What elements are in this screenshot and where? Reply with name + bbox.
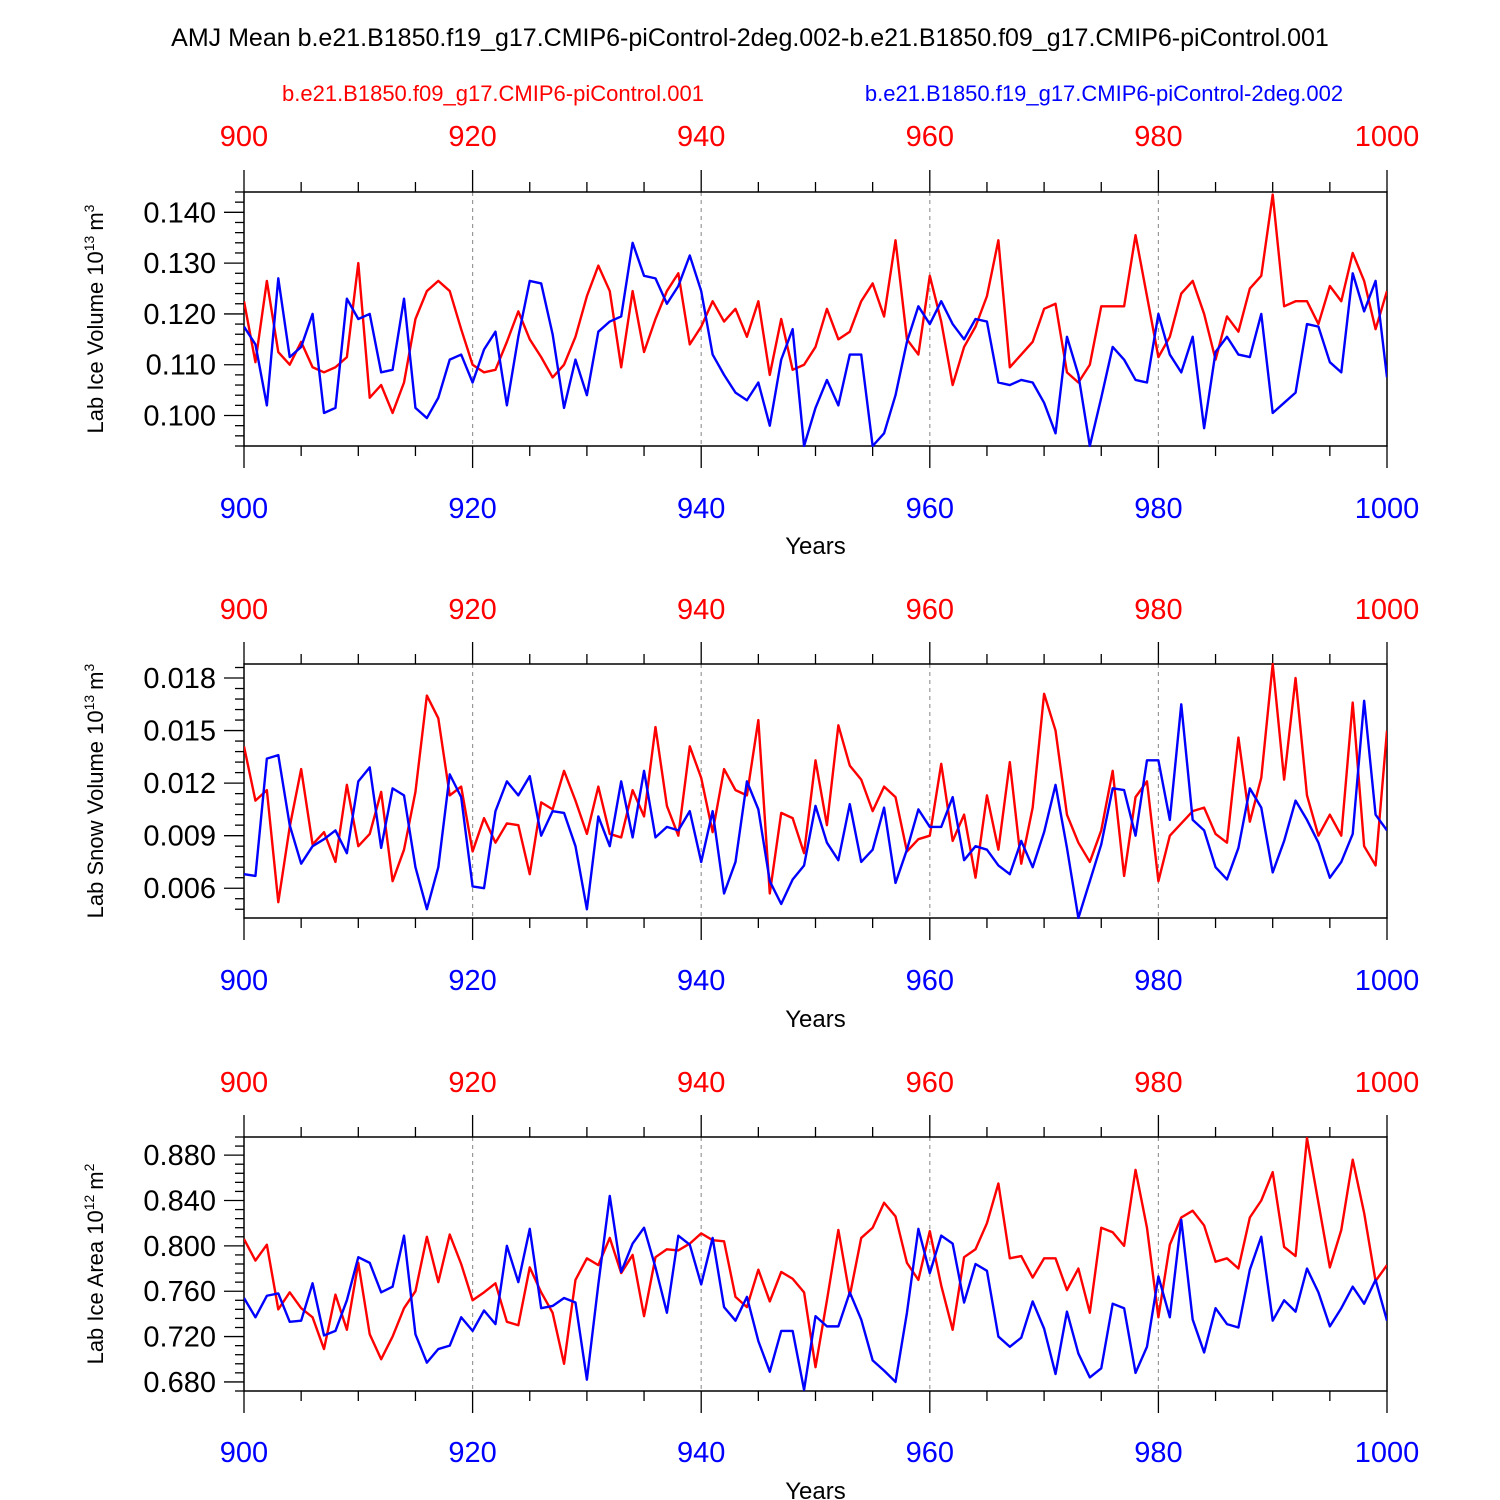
y-axis-label-part: m [83, 671, 108, 689]
y-tick-label: 0.840 [143, 1186, 216, 1218]
bottom-x-tick-label: 980 [1134, 1437, 1182, 1469]
panel-ice-area: 900 900 920 920 940 940 960 960 980 980 1000 1000 0.… [81, 1067, 1419, 1500]
top-x-tick-label: 960 [906, 121, 954, 153]
series-line-f09 [244, 193, 1387, 415]
y-axis-label-superscript: 12 [81, 1195, 97, 1211]
bottom-x-tick-label: 900 [220, 965, 268, 997]
x-axis-label: Years [785, 1478, 846, 1500]
y-axis-label-part: m [83, 1171, 108, 1189]
y-tick-label: 0.130 [143, 248, 216, 280]
legend-label-f09: b.e21.B1850.f09_g17.CMIP6-piControl.001 [282, 81, 704, 106]
x-axis-label: Years [785, 533, 846, 560]
series-line-f19 [244, 1194, 1387, 1392]
y-tick-label: 0.009 [143, 821, 216, 853]
figure-title: AMJ Mean b.e21.B1850.f19_g17.CMIP6-piCon… [171, 24, 1329, 52]
top-x-tick-label: 940 [677, 594, 725, 626]
top-x-tick-label: 900 [220, 121, 268, 153]
y-axis-label: Lab Snow Volume 1013 m3 [81, 663, 108, 918]
top-x-tick-label: 980 [1134, 121, 1182, 153]
bottom-x-tick-label: 960 [906, 493, 954, 525]
bottom-x-tick-label: 920 [448, 1437, 496, 1469]
legend: b.e21.B1850.f09_g17.CMIP6-piControl.001 … [282, 81, 1343, 106]
y-axis-label-part: Lab Ice Volume 10 [83, 251, 108, 433]
bottom-x-tick-label: 940 [677, 965, 725, 997]
y-tick-label: 0.110 [146, 350, 216, 382]
top-x-tick-label: 900 [220, 1067, 268, 1099]
top-x-tick-label: 920 [448, 1067, 496, 1099]
bottom-x-tick-label: 920 [448, 493, 496, 525]
series-line-f19 [244, 241, 1387, 447]
top-x-tick-label: 940 [677, 121, 725, 153]
bottom-x-tick-label: 940 [677, 1437, 725, 1469]
y-tick-label: 0.012 [143, 768, 216, 800]
bottom-x-tick-label: 1000 [1355, 1437, 1420, 1469]
y-tick-label: 0.120 [143, 299, 216, 331]
panel-snow-volume: 900 900 920 920 940 940 960 960 980 980 1000 1000 0.… [81, 594, 1419, 1033]
panel-ice-volume: 900 900 920 920 940 940 960 960 980 980 1000 1000 0.… [81, 121, 1419, 560]
series-line-f19 [244, 699, 1387, 919]
y-tick-label: 0.018 [143, 663, 216, 695]
top-x-tick-label: 900 [220, 594, 268, 626]
top-x-tick-label: 960 [906, 594, 954, 626]
y-axis-label-part: Lab Ice Area 10 [83, 1210, 108, 1364]
y-tick-label: 0.006 [143, 873, 216, 905]
top-x-tick-label: 980 [1134, 594, 1182, 626]
y-axis-label-part: Lab Snow Volume 10 [83, 710, 108, 918]
y-tick-label: 0.800 [143, 1231, 216, 1263]
y-tick-label: 0.720 [143, 1322, 216, 1354]
bottom-x-tick-label: 960 [906, 965, 954, 997]
y-axis-label-superscript: 3 [81, 204, 97, 212]
y-tick-label: 0.680 [143, 1367, 216, 1399]
y-axis-label-superscript: 3 [81, 663, 97, 671]
y-axis-label-superscript: 13 [81, 695, 97, 711]
bottom-x-tick-label: 980 [1134, 965, 1182, 997]
bottom-x-tick-label: 1000 [1355, 965, 1420, 997]
y-tick-label: 0.760 [143, 1276, 216, 1308]
y-axis-label: Lab Ice Area 1012 m2 [81, 1163, 108, 1364]
top-x-tick-label: 1000 [1355, 121, 1420, 153]
top-x-tick-label: 920 [448, 121, 496, 153]
top-x-tick-label: 960 [906, 1067, 954, 1099]
bottom-x-tick-label: 1000 [1355, 493, 1420, 525]
top-x-tick-label: 1000 [1355, 1067, 1420, 1099]
bottom-x-tick-label: 980 [1134, 493, 1182, 525]
y-axis-label-part: m [83, 212, 108, 230]
top-x-tick-label: 1000 [1355, 594, 1420, 626]
y-tick-label: 0.015 [143, 716, 216, 748]
bottom-x-tick-label: 900 [220, 1437, 268, 1469]
top-x-tick-label: 980 [1134, 1067, 1182, 1099]
bottom-x-tick-label: 960 [906, 1437, 954, 1469]
top-x-tick-label: 920 [448, 594, 496, 626]
top-x-tick-label: 940 [677, 1067, 725, 1099]
y-tick-label: 0.140 [143, 197, 216, 229]
legend-label-f19: b.e21.B1850.f19_g17.CMIP6-piControl-2deg… [865, 81, 1343, 106]
y-tick-label: 0.880 [143, 1140, 216, 1172]
series-line-f09 [244, 1136, 1387, 1369]
plot-frame [243, 1136, 1388, 1392]
y-axis-label-superscript: 13 [81, 235, 97, 251]
y-axis-label-superscript: 2 [81, 1163, 97, 1171]
bottom-x-tick-label: 900 [220, 493, 268, 525]
bottom-x-tick-label: 920 [448, 965, 496, 997]
y-tick-label: 0.100 [143, 401, 216, 433]
bottom-x-tick-label: 940 [677, 493, 725, 525]
x-axis-label: Years [785, 1006, 846, 1033]
y-axis-label: Lab Ice Volume 1013 m3 [81, 204, 108, 433]
series-line-f09 [244, 663, 1387, 904]
